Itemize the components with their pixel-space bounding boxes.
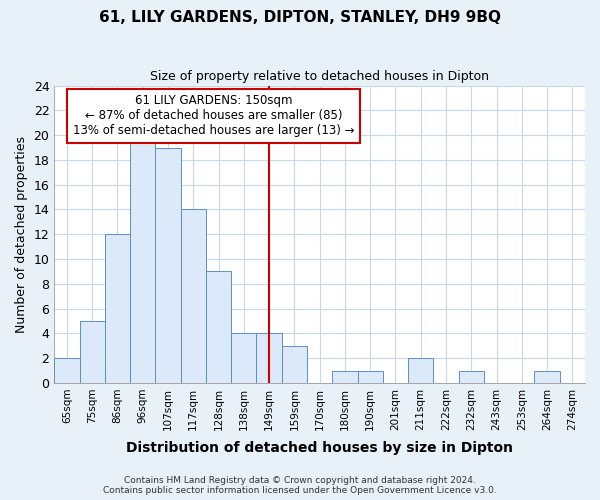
Bar: [105, 234, 130, 383]
Bar: [206, 272, 231, 383]
Bar: [256, 334, 282, 383]
Title: Size of property relative to detached houses in Dipton: Size of property relative to detached ho…: [150, 70, 489, 83]
Bar: [155, 148, 181, 383]
Bar: [458, 370, 484, 383]
Bar: [408, 358, 433, 383]
Bar: [231, 334, 256, 383]
Bar: [181, 210, 206, 383]
Bar: [54, 358, 80, 383]
Bar: [332, 370, 358, 383]
Bar: [535, 370, 560, 383]
Text: 61, LILY GARDENS, DIPTON, STANLEY, DH9 9BQ: 61, LILY GARDENS, DIPTON, STANLEY, DH9 9…: [99, 10, 501, 25]
X-axis label: Distribution of detached houses by size in Dipton: Distribution of detached houses by size …: [126, 441, 513, 455]
Bar: [80, 321, 105, 383]
Bar: [282, 346, 307, 383]
Bar: [358, 370, 383, 383]
Text: 61 LILY GARDENS: 150sqm
← 87% of detached houses are smaller (85)
13% of semi-de: 61 LILY GARDENS: 150sqm ← 87% of detache…: [73, 94, 354, 138]
Bar: [130, 135, 155, 383]
Y-axis label: Number of detached properties: Number of detached properties: [15, 136, 28, 332]
Text: Contains HM Land Registry data © Crown copyright and database right 2024.
Contai: Contains HM Land Registry data © Crown c…: [103, 476, 497, 495]
